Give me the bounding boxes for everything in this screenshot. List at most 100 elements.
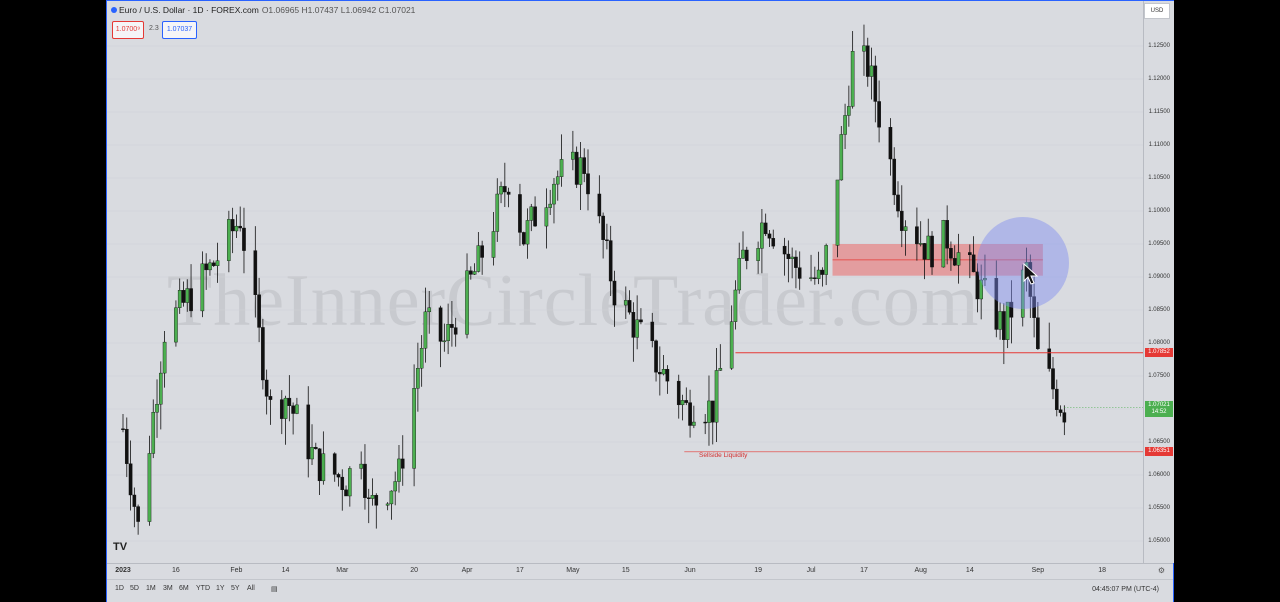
- candle-body: [1009, 301, 1014, 318]
- candle-body: [839, 134, 844, 181]
- candle-body: [847, 106, 851, 116]
- candle-body: [707, 400, 711, 423]
- time-tick-label: 2023: [115, 567, 131, 574]
- candle-body: [661, 369, 666, 375]
- price-tick-label: 1.11000: [1148, 142, 1170, 148]
- candle-body: [737, 258, 742, 291]
- candle-body: [578, 157, 583, 185]
- candle-body: [968, 252, 972, 256]
- price-axis[interactable]: USD 1.12500 1.12000 1.11500 1.11000 1.10500 1…: [1143, 1, 1174, 563]
- candle-body: [582, 157, 587, 174]
- candle-body: [843, 115, 847, 135]
- candle-body: [869, 65, 874, 77]
- time-axis[interactable]: 2023 16 Feb 14 Mar 20 Apr 17 May 15 Jun 19 Jul 17 Aug 1…: [107, 563, 1173, 580]
- currency-button[interactable]: USD: [1144, 3, 1170, 19]
- sell-button[interactable]: 1.0700⁹: [112, 21, 144, 39]
- candle-body: [306, 404, 311, 460]
- time-tick-label: Jul: [806, 567, 816, 574]
- candle-body: [680, 400, 685, 406]
- candle-body: [242, 227, 246, 251]
- candle-body: [824, 245, 828, 275]
- price-tick-label: 1.06000: [1148, 472, 1170, 478]
- time-tick-label: 17: [516, 567, 524, 574]
- candle-body: [862, 45, 866, 52]
- candle-body: [605, 239, 609, 241]
- time-tick-label: 16: [172, 567, 180, 574]
- candle-body: [756, 248, 760, 261]
- range-button-5y[interactable]: 5Y: [231, 585, 240, 592]
- symbol-title[interactable]: Euro / U.S. Dollar · 1D · FOREX.com: [119, 5, 259, 15]
- range-button-1d[interactable]: 1D: [115, 585, 124, 592]
- clock-timezone[interactable]: 04:45:07 PM (UTC-4): [1092, 586, 1159, 593]
- range-button-5d[interactable]: 5D: [130, 585, 139, 592]
- candle-body: [816, 269, 821, 279]
- candle-body: [295, 404, 299, 414]
- bottom-toolbar: 1D 5D 1M 3M 6M YTD 1Y 5Y All ▤ 04:45:07 …: [107, 579, 1173, 602]
- candle-body: [124, 428, 129, 464]
- candle-body: [771, 238, 776, 247]
- candle-body: [253, 250, 258, 295]
- candle-body: [729, 321, 734, 369]
- candle-body: [340, 476, 345, 491]
- candle-body: [945, 220, 949, 249]
- price-tick-label: 1.12000: [1148, 76, 1170, 82]
- candle-body: [903, 226, 908, 231]
- time-tick-label: 19: [754, 567, 763, 574]
- price-plot[interactable]: [107, 1, 1143, 563]
- candle-body: [612, 280, 617, 306]
- chart-pane[interactable]: TheInnerCircleTrader.com Euro / U.S. Dol…: [107, 1, 1143, 563]
- candle-body: [385, 503, 390, 506]
- time-tick-label: 20: [410, 567, 418, 574]
- candle-body: [211, 262, 216, 266]
- candle-body: [314, 447, 318, 449]
- candle-body: [189, 288, 193, 312]
- candle-body: [177, 290, 182, 308]
- time-tick-label: Sep: [1031, 567, 1045, 574]
- candle-body: [268, 396, 273, 400]
- candle-body: [393, 481, 397, 492]
- price-tick-label: 1.05000: [1148, 538, 1170, 544]
- candle-body: [389, 490, 394, 505]
- candle-body: [234, 225, 239, 232]
- candle-body: [949, 248, 953, 259]
- candle-body: [786, 253, 791, 259]
- range-button-3m[interactable]: 3M: [163, 585, 173, 592]
- time-tick-label: Feb: [230, 567, 243, 574]
- candle-body: [1051, 368, 1055, 390]
- current-price-tag: 1.07021 14:52: [1145, 400, 1173, 417]
- date-range-calendar-icon[interactable]: ▤: [271, 586, 278, 593]
- candle-body: [930, 235, 934, 268]
- candle-body: [162, 341, 167, 374]
- candle-body: [714, 370, 719, 423]
- symbol-logo-icon: [111, 7, 117, 13]
- candle-body: [287, 397, 292, 406]
- tradingview-logo[interactable]: TV: [113, 541, 128, 553]
- sellside-price-tag: 1.06351: [1145, 447, 1173, 457]
- time-tick-label: 14: [281, 567, 290, 574]
- buy-button[interactable]: 1.07037: [162, 21, 197, 39]
- time-tick-label: Mar: [336, 567, 349, 574]
- highlight-circle: [977, 217, 1069, 309]
- candle-body: [521, 232, 526, 245]
- candle-body: [1032, 296, 1036, 318]
- candle-body: [363, 463, 367, 498]
- candle-body: [499, 186, 503, 195]
- spread-value: 2.3: [149, 25, 159, 32]
- range-button-1m[interactable]: 1M: [146, 585, 156, 592]
- range-button-1y[interactable]: 1Y: [216, 585, 225, 592]
- candle-body: [529, 206, 534, 221]
- candle-body: [147, 453, 152, 522]
- range-button-all[interactable]: All: [247, 585, 255, 592]
- range-button-6m[interactable]: 6M: [179, 585, 189, 592]
- candle-body: [257, 294, 261, 328]
- candle-body: [495, 193, 500, 232]
- candle-body: [744, 249, 749, 261]
- range-button-ytd[interactable]: YTD: [196, 585, 210, 592]
- settings-gear-icon[interactable]: ⚙: [1157, 566, 1165, 575]
- candle-body: [1005, 301, 1010, 340]
- candle-body: [797, 267, 802, 279]
- candle-body: [586, 173, 590, 195]
- red-level-price-tag: 1.07852: [1145, 348, 1173, 358]
- candle-body: [658, 372, 662, 375]
- candle-body: [835, 179, 840, 246]
